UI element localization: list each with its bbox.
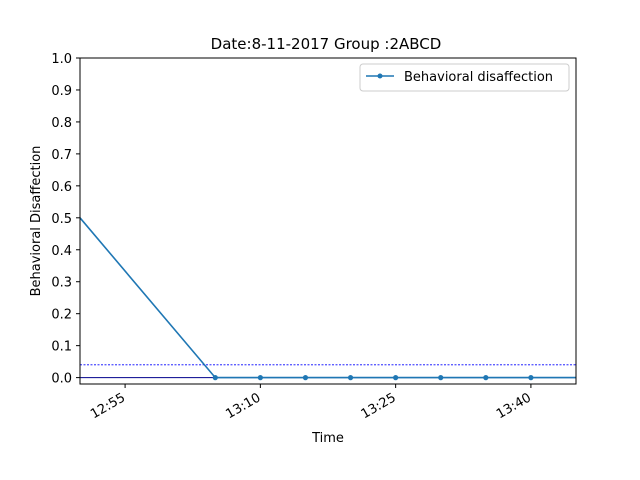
plot-area (79, 57, 577, 385)
y-axis: 0.0 0.1 0.2 0.3 0.4 0.5 0.6 0.7 0.8 0.9 1.0 (51, 52, 80, 387)
data-point (438, 375, 444, 381)
y-tick-label: 0.2 (51, 308, 72, 323)
data-point (483, 375, 489, 381)
y-tick-label: 0.7 (51, 148, 72, 163)
y-tick-label: 0.1 (51, 340, 72, 355)
y-tick-label: 0.9 (51, 84, 72, 99)
y-tick-label: 1.0 (51, 52, 72, 67)
y-tick-label: 0.6 (51, 180, 72, 195)
legend-series-label: Behavioral disaffection (404, 70, 553, 85)
y-tick-label: 0.8 (51, 116, 72, 131)
plot-frame (79, 57, 577, 385)
data-point (302, 375, 309, 381)
y-tick-label: 0.3 (51, 276, 72, 291)
series-layer (79, 217, 576, 381)
legend-box (359, 63, 570, 92)
data-point (212, 375, 218, 381)
y-axis-label: Behavioral Disaffection (29, 146, 44, 297)
data-point (347, 375, 354, 381)
x-axis-label: Time (311, 431, 344, 446)
y-tick-label: 0.4 (51, 244, 72, 259)
legend-series-marker (377, 73, 383, 79)
y-tick-label: 0.0 (51, 372, 72, 387)
legend: Behavioral disaffection (359, 63, 570, 92)
data-point (393, 375, 399, 381)
series-line (79, 217, 576, 379)
data-point (528, 375, 534, 381)
y-tick-label: 0.5 (51, 212, 72, 227)
data-point (257, 375, 263, 381)
chart-title: Date:8-11-2017 Group :2ABCD (211, 35, 442, 53)
